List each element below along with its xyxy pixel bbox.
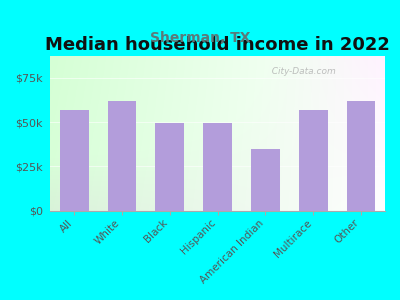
Bar xyxy=(347,101,376,211)
Bar xyxy=(60,110,88,211)
Title: Median household income in 2022: Median household income in 2022 xyxy=(45,36,390,54)
Bar xyxy=(203,123,232,211)
Bar xyxy=(108,101,136,211)
Text: City-Data.com: City-Data.com xyxy=(266,67,336,76)
Bar xyxy=(156,123,184,211)
Bar xyxy=(299,110,328,211)
Text: Sherman, TX: Sherman, TX xyxy=(150,32,250,46)
Bar xyxy=(251,148,280,211)
